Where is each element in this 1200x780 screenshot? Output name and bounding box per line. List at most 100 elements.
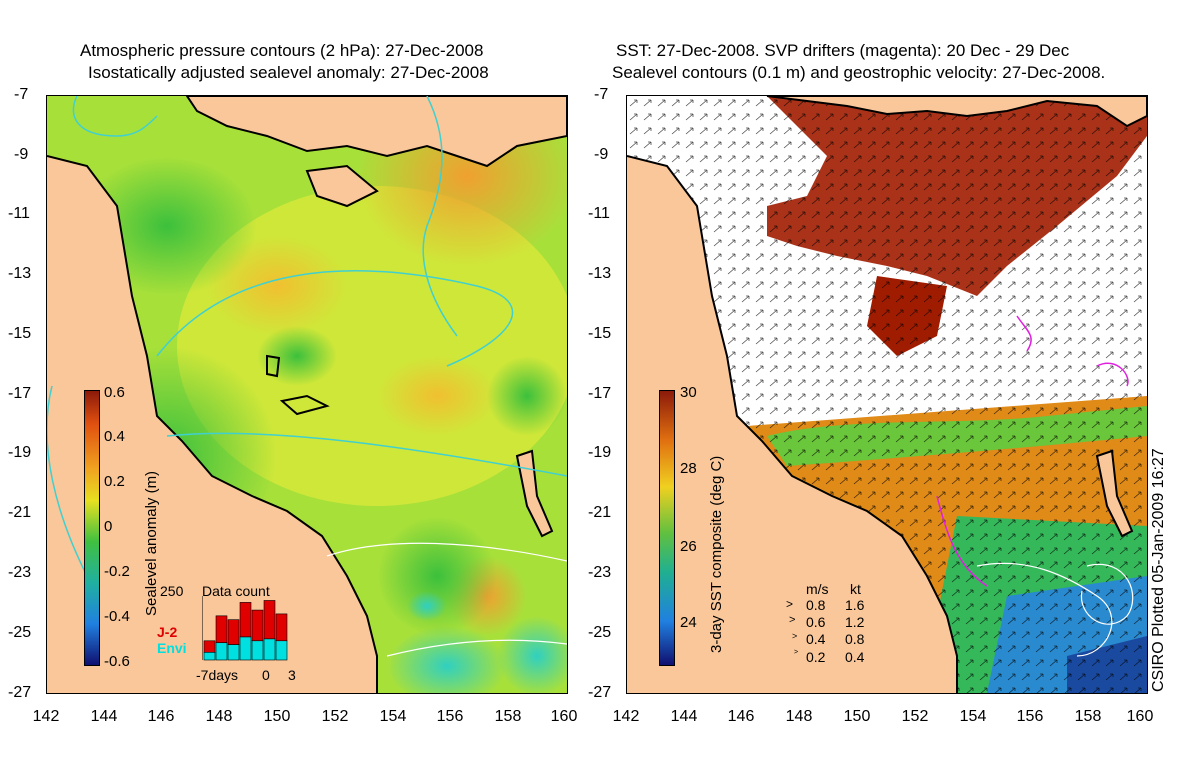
colorbar-tick: 24 [680,614,697,631]
x-tick: 142 [612,708,640,725]
x-tick: 158 [1074,708,1102,725]
y-tick: -15 [588,325,612,342]
colorbar-tick: -0.6 [104,653,130,670]
legend-kt-value: 0.8 [845,631,865,647]
colorbar-tick: 28 [680,460,697,477]
colorbar-tick: -0.2 [104,563,130,580]
bar-envi [263,638,276,661]
legend-kt-value: 0.4 [845,649,865,665]
y-tick: -15 [8,325,32,342]
y-tick: -21 [588,504,612,521]
x-tick: 146 [727,708,755,725]
x-tick: 156 [1016,708,1044,725]
inset-ymax: 250 [160,583,184,599]
y-tick: -13 [8,265,32,282]
sealevel-colorbar-label: Sealevel anomaly (m) [143,470,160,616]
bar-envi [239,636,252,661]
y-tick: -7 [14,86,29,103]
bar-envi [227,644,240,661]
colorbar-tick: 0 [104,518,113,535]
left-title-line2: Isostatically adjusted sealevel anomaly:… [88,63,489,82]
y-tick: -27 [8,684,32,701]
inset-x-right: 3 [288,667,296,683]
bar-j2 [239,602,252,638]
x-tick: 150 [263,708,291,725]
left-title-line1: Atmospheric pressure contours (2 hPa): 2… [80,41,484,60]
bar-j2 [275,613,288,642]
sst-colorbar-label: 3-day SST composite (deg C) [708,455,725,653]
data-count-bars [202,596,288,661]
colorbar-tick: 0.2 [104,473,125,490]
y-tick: -19 [588,444,612,461]
bar-j2 [203,640,216,653]
y-tick: -21 [8,504,32,521]
legend-ms-value: 0.2 [806,649,826,665]
bar-envi [203,652,216,661]
bar-envi [275,640,288,661]
legend-kt-value: 1.6 [845,597,865,613]
legend-arrow-icon: > [792,631,798,641]
legend-kt-value: 1.2 [845,614,865,630]
sealevel-colorbar [84,390,100,666]
legend-arrow-icon: > [789,614,796,626]
legend-arrow-icon: > [786,597,794,611]
colorbar-tick: -0.4 [104,608,130,625]
inset-title: Data count [202,583,270,599]
x-tick: 152 [321,708,349,725]
sealevel-anomaly-map [46,95,568,694]
legend-ms-value: 0.4 [806,631,826,647]
colorbar-tick: 0.6 [104,384,125,401]
y-tick: -17 [8,385,32,402]
sst-map [626,95,1148,694]
x-tick: 148 [205,708,233,725]
sst-field [627,96,1147,693]
y-tick: -11 [8,205,30,222]
x-tick: 144 [90,708,118,725]
x-tick: 150 [843,708,871,725]
plot-credit: CSIRO Plotted 05-Jan-2009 16:27 [1150,448,1167,692]
x-tick: 148 [785,708,813,725]
x-tick: 154 [959,708,987,725]
y-tick: -19 [8,444,32,461]
bar-j2 [215,615,228,644]
y-tick: -13 [588,265,612,282]
x-tick: 160 [1126,708,1154,725]
right-title-line1: SST: 27-Dec-2008. SVP drifters (magenta)… [616,41,1070,60]
y-tick: -11 [588,205,610,222]
y-tick: -7 [594,86,609,103]
bar-j2 [227,619,240,645]
sealevel-anomaly-field [47,96,567,693]
x-tick: 144 [670,708,698,725]
x-tick: 156 [436,708,464,725]
legend-header-ms: m/s [806,581,829,597]
y-tick: -23 [588,564,612,581]
inset-x-mid: 0 [262,667,270,683]
x-tick: 152 [901,708,929,725]
x-tick: 160 [550,708,578,725]
x-tick: 154 [379,708,407,725]
legend-j2: J-2 [157,624,178,640]
colorbar-tick: 26 [680,538,697,555]
inset-x-left: -7days [196,667,239,683]
legend-envi: Envi [157,640,187,656]
y-tick: -23 [8,564,32,581]
y-tick: -9 [594,146,609,163]
sst-colorbar [659,390,675,666]
x-tick: 158 [494,708,522,725]
x-tick: 142 [32,708,60,725]
y-tick: -17 [588,385,612,402]
y-tick: -27 [588,684,612,701]
bar-envi [215,642,228,661]
legend-ms-value: 0.8 [806,597,826,613]
legend-arrow-icon: > [794,649,799,656]
colorbar-tick: 0.4 [104,428,125,445]
bar-j2 [251,609,264,642]
legend-ms-value: 0.6 [806,614,826,630]
colorbar-tick: 30 [680,384,697,401]
y-tick: -25 [8,624,32,641]
legend-header-kt: kt [850,581,861,597]
bar-envi [251,640,264,661]
right-title-line2: Sealevel contours (0.1 m) and geostrophi… [612,63,1106,82]
y-tick: -9 [14,146,29,163]
bar-j2 [263,600,276,640]
